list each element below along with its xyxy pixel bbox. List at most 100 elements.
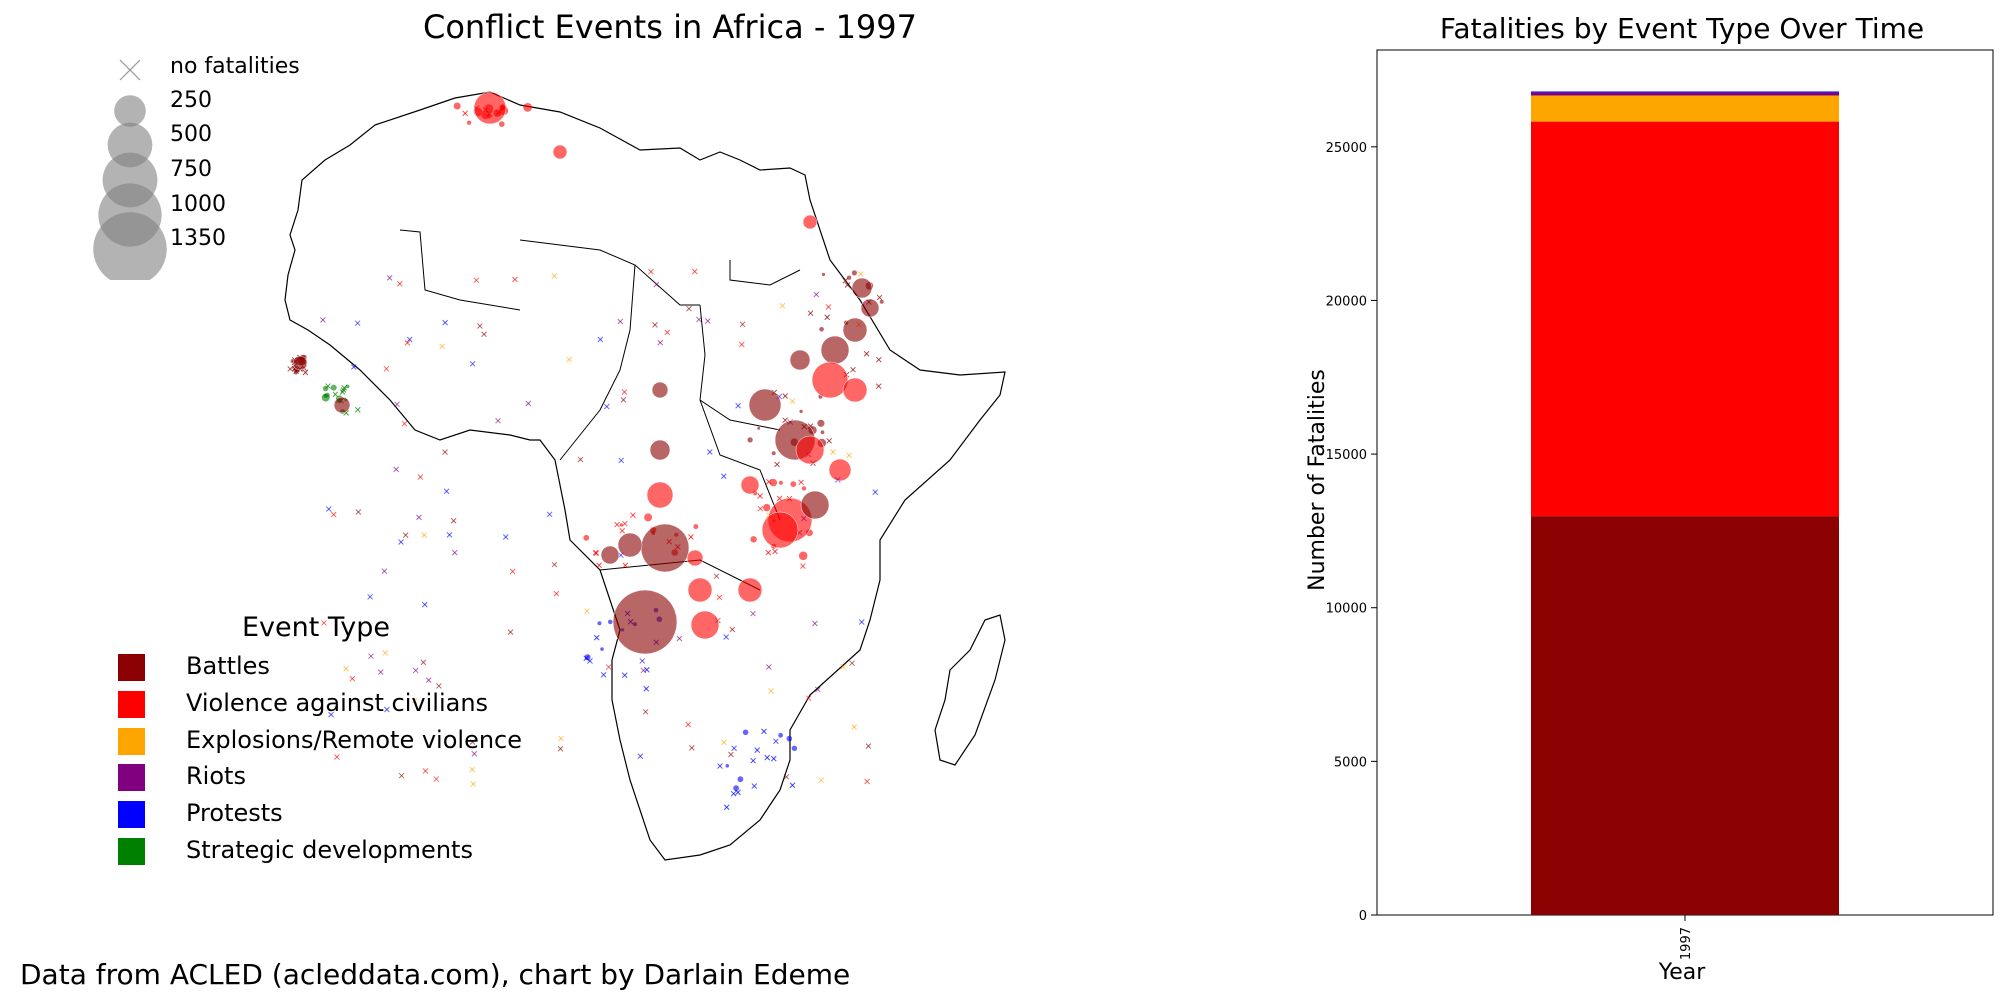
event-point-cross	[469, 739, 476, 745]
event-point-cross	[551, 561, 558, 568]
event-point	[466, 120, 472, 125]
legend-label: Strategic developments	[186, 836, 473, 864]
event-point-cross	[713, 573, 720, 580]
legend-label: Explosions/Remote violence	[186, 726, 522, 754]
size-legend-marker-cross	[119, 59, 141, 81]
event-point-cross	[731, 745, 737, 752]
event-point-cross	[643, 685, 650, 692]
legend-swatch	[118, 838, 145, 865]
event-point	[473, 91, 507, 125]
event-point-cross	[751, 783, 758, 789]
event-point-cross	[620, 397, 627, 403]
event-point-cross	[404, 340, 411, 346]
event-point-cross	[813, 291, 820, 298]
legend-label: Riots	[186, 762, 246, 790]
event-point-cross	[321, 620, 327, 626]
event-point	[617, 532, 643, 558]
event-point-cross	[377, 669, 384, 675]
fatalities-size-legend: no fatalities 250 500 750 1000 1350	[90, 50, 350, 280]
event-point-cross	[766, 664, 772, 670]
event-point	[646, 481, 674, 509]
event-point	[761, 511, 799, 549]
event-point-cross	[686, 305, 692, 312]
event-type-legend-title: Event Type	[242, 612, 390, 643]
event-point-cross	[406, 336, 413, 343]
event-point-cross	[330, 511, 337, 518]
event-point-cross	[619, 527, 626, 534]
event-point	[690, 610, 720, 640]
event-point-cross	[716, 594, 723, 601]
event-point-cross	[420, 659, 427, 666]
event-point-cross	[422, 768, 429, 774]
event-point	[552, 144, 568, 160]
africa-outline	[284, 91, 1006, 861]
event-point-cross	[704, 318, 711, 324]
event-point-cross	[648, 268, 654, 275]
event-point-cross	[800, 563, 806, 570]
x-tick-label: 1997	[1679, 927, 1694, 960]
event-point-cross	[773, 738, 779, 745]
event-point-cross	[401, 420, 408, 427]
event-point	[651, 381, 669, 399]
event-point-cross	[577, 456, 584, 463]
bar-segment-riots	[1531, 92, 1839, 96]
event-point	[747, 437, 753, 443]
event-point-cross	[783, 773, 790, 780]
event-point-cross	[502, 534, 509, 540]
event-point-cross	[622, 520, 628, 527]
event-point	[828, 458, 852, 482]
event-point	[786, 735, 793, 742]
event-point	[292, 355, 308, 371]
africa-map	[284, 91, 1006, 861]
event-point-cross	[332, 391, 339, 398]
event-point-cross	[402, 532, 409, 539]
event-point-cross	[368, 653, 374, 660]
event-point	[686, 549, 704, 567]
event-point-cross	[340, 387, 347, 393]
event-point-cross	[425, 677, 432, 683]
event-point-cross	[842, 277, 849, 284]
event-point	[851, 277, 873, 299]
event-point-cross	[412, 667, 419, 674]
event-point-cross	[637, 753, 644, 760]
madagascar-outline	[934, 614, 1006, 766]
event-point-cross	[621, 672, 628, 679]
event-point-cross	[355, 509, 362, 515]
event-point-cross	[421, 532, 428, 538]
event-point-cross	[864, 778, 871, 785]
event-point-cross	[421, 601, 428, 608]
size-legend-label-4: 1000	[170, 192, 226, 217]
event-point	[791, 745, 798, 751]
event-point-cross	[639, 658, 646, 664]
event-point-cross	[875, 356, 882, 363]
event-point-cross	[653, 281, 660, 288]
event-point	[612, 589, 678, 655]
legend-swatch	[118, 654, 145, 681]
event-point-cross	[398, 539, 404, 545]
event-point-cross	[417, 474, 424, 480]
event-point-cross	[840, 663, 846, 670]
event-point-cross	[439, 343, 445, 350]
event-point	[842, 377, 868, 403]
event-point-cross	[875, 383, 882, 390]
event-point-cross	[446, 532, 453, 538]
event-point-cross	[863, 350, 870, 357]
bar-segment-explosions-remote-violence	[1531, 95, 1839, 122]
event-point-cross	[691, 268, 698, 275]
event-point-cross	[592, 549, 599, 556]
event-point-cross	[858, 619, 865, 625]
country-borders	[399, 229, 801, 591]
event-point-cross	[826, 437, 833, 444]
event-point-cross	[851, 724, 858, 730]
event-point	[740, 475, 760, 495]
event-point-cross	[772, 548, 778, 555]
event-point-cross	[696, 316, 702, 323]
event-point	[733, 785, 739, 792]
event-point-cross	[350, 364, 357, 370]
event-point-cross	[857, 271, 864, 277]
event-point-cross	[450, 517, 457, 524]
event-point-cross	[393, 466, 400, 473]
size-legend-markers	[93, 59, 167, 280]
event-point	[687, 577, 713, 603]
event-point-cross	[621, 389, 628, 395]
